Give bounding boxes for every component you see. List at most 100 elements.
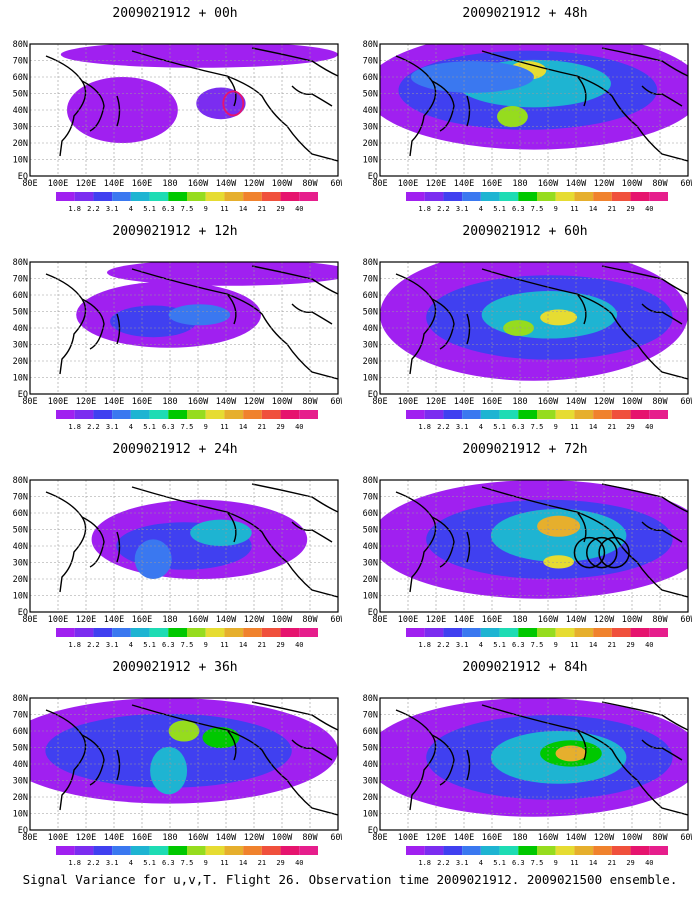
- colorbar-tick-label: 40: [295, 423, 303, 431]
- lat-tick-label: 50N: [13, 308, 28, 318]
- colorbar-tick-label: 5.1: [493, 423, 506, 431]
- lon-tick-label: 140E: [104, 397, 124, 407]
- panel-title: 2009021912 + 84h: [462, 660, 588, 675]
- lat-tick-label: 30N: [363, 341, 378, 351]
- colorbar-tick-label: 2.2: [437, 641, 450, 649]
- colorbar-tick-label: 5.1: [143, 205, 156, 213]
- lon-tick-label: 120W: [244, 833, 265, 843]
- variance-contour: [497, 106, 528, 128]
- colorbar-tick-label: 2.2: [437, 423, 450, 431]
- lon-tick-label: 120W: [594, 615, 615, 625]
- colorbar-tick-label: 7.5: [181, 641, 194, 649]
- colorbar-tick-label: 3.1: [106, 205, 119, 213]
- lon-tick-label: 160W: [188, 615, 209, 625]
- lon-tick-label: 120W: [594, 179, 615, 189]
- colorbar-tick-label: 1.8: [68, 641, 81, 649]
- lon-tick-label: 180: [512, 397, 527, 407]
- colorbar-tick-label: 21: [608, 859, 616, 867]
- variance-contour: [555, 745, 587, 762]
- lon-tick-label: 140E: [104, 615, 124, 625]
- lon-tick-label: 180: [512, 615, 527, 625]
- lon-tick-label: 100W: [272, 397, 293, 407]
- lon-tick-label: 160E: [132, 615, 152, 625]
- lat-tick-label: 30N: [363, 777, 378, 787]
- lat-tick-label: 20N: [13, 575, 28, 585]
- colorbar-tick-label: 40: [645, 641, 653, 649]
- lat-tick-label: 30N: [13, 777, 28, 787]
- lon-tick-label: 80E: [22, 833, 37, 843]
- colorbar-tick-label: 5.1: [493, 205, 506, 213]
- lat-tick-label: 70N: [13, 57, 28, 67]
- colorbar-tick-label: 5.1: [493, 859, 506, 867]
- colorbar-tick-label: 3.1: [456, 641, 469, 649]
- colorbar-tick-label: 5.1: [493, 641, 506, 649]
- lat-tick-label: 10N: [363, 156, 378, 166]
- lon-tick-label: 100E: [48, 397, 68, 407]
- lat-tick-label: 60N: [363, 291, 378, 301]
- lat-tick-label: 20N: [13, 357, 28, 367]
- lat-tick-label: 30N: [13, 559, 28, 569]
- lat-tick-label: EQ: [368, 826, 378, 836]
- lat-tick-label: 10N: [13, 592, 28, 602]
- lon-tick-label: 140E: [104, 833, 124, 843]
- variance-contour: [134, 539, 172, 579]
- colorbar-tick-label: 9: [204, 859, 208, 867]
- lat-tick-label: 70N: [13, 275, 28, 285]
- lon-tick-label: 120E: [426, 179, 446, 189]
- lon-tick-label: 120W: [244, 615, 265, 625]
- lon-tick-label: 140E: [104, 179, 124, 189]
- lon-tick-label: 160W: [188, 397, 209, 407]
- lon-tick-label: 60W: [680, 833, 692, 843]
- colorbar-tick-label: 21: [258, 423, 266, 431]
- lat-tick-label: 40N: [363, 324, 378, 334]
- lat-tick-label: 50N: [13, 90, 28, 100]
- variance-contour: [543, 555, 575, 569]
- lon-tick-label: 60W: [330, 397, 342, 407]
- lon-tick-label: 100W: [272, 833, 293, 843]
- lon-tick-label: 120W: [594, 397, 615, 407]
- lat-tick-label: 20N: [13, 139, 28, 149]
- colorbar-tick-label: 6.3: [512, 859, 525, 867]
- lat-tick-label: EQ: [368, 390, 378, 400]
- colorbar-tick-label: 3.1: [456, 859, 469, 867]
- lon-tick-label: 140E: [454, 833, 474, 843]
- map-panel: 2009021912 + 12h 80N 70N 60N 50N 40N 30N 20N 10N…: [10, 218, 350, 433]
- lat-tick-label: 60N: [363, 509, 378, 519]
- colorbar: 1.8 2.2 3.1 4 5.1 6.3 7.5 9 11 14 21 29 40: [56, 410, 318, 431]
- lon-tick-label: 120E: [426, 833, 446, 843]
- colorbar-tick-label: 7.5: [181, 423, 194, 431]
- colorbar-tick-label: 1.8: [418, 423, 431, 431]
- lon-tick-label: 80W: [302, 397, 318, 407]
- panel-title: 2009021912 + 48h: [462, 6, 588, 21]
- lat-tick-label: 20N: [13, 793, 28, 803]
- colorbar: 1.8 2.2 3.1 4 5.1 6.3 7.5 9 11 14 21 29 40: [56, 628, 318, 649]
- lon-tick-label: 140W: [216, 397, 237, 407]
- lon-tick-label: 120E: [76, 179, 96, 189]
- colorbar-tick-label: 6.3: [512, 423, 525, 431]
- colorbar-tick-label: 2.2: [87, 205, 100, 213]
- lat-tick-label: 80N: [363, 694, 378, 704]
- map-panel: 2009021912 + 48h 80N 70N 60N 50N 40N 30N 20N 10N…: [360, 0, 700, 215]
- colorbar-tick-label: 4: [129, 859, 133, 867]
- variance-contour: [107, 262, 338, 286]
- lon-tick-label: 160E: [132, 397, 152, 407]
- colorbar-tick-label: 11: [220, 423, 228, 431]
- lon-tick-label: 160E: [132, 179, 152, 189]
- panel-title: 2009021912 + 00h: [112, 6, 238, 21]
- lat-tick-label: 20N: [363, 139, 378, 149]
- colorbar-tick-label: 3.1: [106, 641, 119, 649]
- colorbar-tick-label: 11: [220, 205, 228, 213]
- colorbar-tick-label: 9: [204, 423, 208, 431]
- lat-tick-label: 60N: [13, 509, 28, 519]
- colorbar-tick-label: 21: [608, 641, 616, 649]
- colorbar-tick-label: 6.3: [162, 859, 175, 867]
- colorbar-tick-label: 3.1: [106, 423, 119, 431]
- colorbar-tick-label: 7.5: [531, 423, 544, 431]
- lon-tick-label: 60W: [680, 397, 692, 407]
- lon-tick-label: 160E: [482, 397, 502, 407]
- colorbar-tick-label: 2.2: [87, 859, 100, 867]
- colorbar-tick-label: 6.3: [162, 423, 175, 431]
- lon-tick-label: 100W: [622, 397, 643, 407]
